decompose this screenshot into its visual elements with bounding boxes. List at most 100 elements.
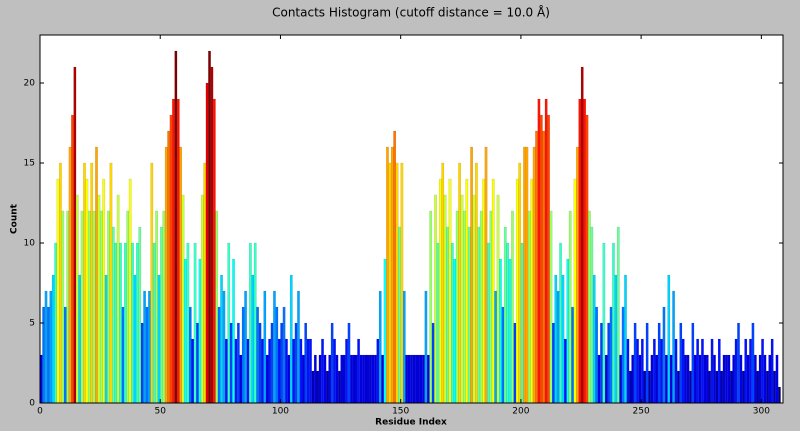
bar	[287, 354, 291, 404]
bar	[304, 322, 308, 404]
bar	[335, 354, 339, 404]
bar	[494, 290, 498, 404]
bar	[544, 98, 548, 404]
bar	[92, 210, 96, 404]
bar	[463, 210, 466, 404]
bar	[580, 66, 584, 404]
bar	[672, 290, 675, 404]
bar	[460, 194, 464, 404]
y-tick-label: 0	[29, 399, 35, 409]
bar	[657, 322, 661, 404]
bar	[758, 354, 762, 404]
bar	[739, 354, 743, 404]
bar	[720, 370, 724, 404]
bar	[636, 338, 639, 404]
bar	[559, 242, 562, 404]
bar	[270, 322, 274, 404]
bar	[713, 354, 716, 404]
bar	[157, 274, 161, 404]
bar	[520, 242, 524, 404]
bar	[51, 274, 55, 404]
bar	[402, 290, 406, 404]
bar	[424, 290, 428, 404]
bar	[359, 354, 363, 404]
bar	[354, 354, 358, 404]
bar	[475, 162, 478, 404]
bar	[126, 210, 130, 404]
bar	[124, 242, 127, 404]
bar	[188, 306, 192, 404]
bar	[167, 130, 170, 404]
bar	[653, 338, 656, 404]
bar	[309, 338, 312, 404]
bar	[203, 162, 207, 404]
bar	[102, 178, 106, 404]
bar	[756, 370, 760, 404]
bar	[703, 354, 707, 404]
bar	[318, 354, 322, 404]
bar	[49, 290, 53, 404]
bar	[263, 290, 267, 404]
bar	[417, 354, 421, 404]
bar	[539, 114, 543, 404]
bar	[619, 354, 623, 404]
bar	[179, 146, 183, 404]
bar	[592, 274, 596, 404]
y-tick-label: 10	[24, 239, 36, 249]
bar	[674, 338, 678, 404]
bar	[313, 354, 317, 404]
bar	[410, 354, 413, 404]
bar	[87, 210, 91, 404]
bar	[333, 338, 336, 404]
bar	[616, 226, 620, 404]
bar	[751, 322, 755, 404]
plot-frame	[39, 34, 784, 404]
bar	[285, 338, 288, 404]
bar	[426, 354, 430, 404]
bar	[477, 226, 481, 404]
bar	[330, 322, 334, 404]
bar	[99, 210, 103, 404]
bar	[583, 98, 586, 404]
bar	[527, 210, 531, 404]
bar	[390, 146, 394, 404]
bar	[116, 194, 120, 404]
bar	[585, 114, 589, 404]
bar	[691, 322, 695, 404]
bar	[306, 338, 310, 404]
y-tick-label: 20	[24, 79, 36, 89]
bar	[491, 178, 495, 404]
bar	[768, 354, 772, 404]
bar	[778, 386, 781, 404]
bar	[59, 162, 62, 404]
bar	[198, 258, 202, 404]
bar	[588, 210, 591, 404]
bar	[145, 306, 149, 404]
bar	[441, 162, 445, 404]
bar	[744, 338, 748, 404]
bar	[518, 162, 522, 404]
bar	[138, 226, 142, 404]
bar	[131, 242, 134, 404]
bar	[737, 322, 740, 404]
bar	[150, 162, 154, 404]
bar	[501, 306, 505, 404]
bar	[229, 322, 233, 404]
bar	[85, 178, 89, 404]
bar	[200, 194, 204, 404]
bar	[600, 322, 603, 404]
bar	[686, 354, 690, 404]
bar	[489, 210, 493, 404]
bar	[275, 306, 279, 404]
bar	[111, 226, 115, 404]
bar	[109, 162, 113, 404]
bar	[232, 258, 235, 404]
bar	[376, 338, 380, 404]
bar	[121, 306, 125, 404]
bar	[246, 338, 250, 404]
bar	[328, 354, 332, 404]
bar	[542, 130, 546, 404]
bar	[554, 274, 558, 404]
bar	[215, 210, 219, 404]
